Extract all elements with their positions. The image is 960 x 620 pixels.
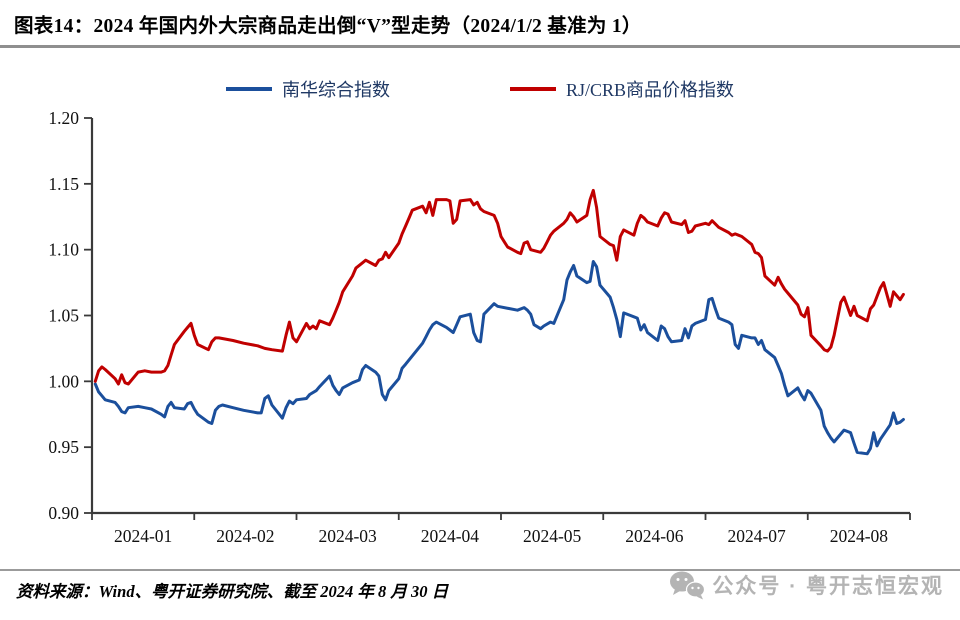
legend-label-rjcrb: RJ/CRB商品价格指数 (565, 80, 735, 100)
watermark-text: 公众号 · 粤开志恒宏观 (712, 575, 944, 598)
footer-divider (0, 569, 960, 571)
y-tick-label: 1.15 (48, 174, 79, 194)
x-tick-label: 2024-07 (727, 526, 786, 546)
chart-legend: 南华综合指数 RJ/CRB商品价格指数 (0, 76, 960, 102)
series-line-nanhua (93, 260, 905, 456)
source-note: 资料来源：Wind、粤开证券研究院、截至 2024 年 8 月 30 日 (16, 582, 449, 601)
x-tick-label: 2024-03 (318, 526, 377, 546)
x-tick-label: 2024-02 (216, 526, 274, 546)
y-tick-label: 1.00 (48, 371, 79, 391)
legend-item-rjcrb: RJ/CRB商品价格指数 (509, 76, 735, 102)
legend-label-nanhua: 南华综合指数 (281, 80, 390, 100)
wechat-icon (670, 571, 706, 600)
watermark: 公众号 · 粤开志恒宏观 (669, 570, 944, 600)
legend-swatch-rjcrb (509, 87, 556, 91)
x-tick-label: 2024-05 (523, 526, 582, 546)
title-divider (0, 45, 960, 48)
y-tick-label: 0.95 (48, 437, 79, 457)
x-tick-label: 2024-08 (830, 526, 889, 546)
x-tick-label: 2024-06 (625, 526, 684, 546)
y-tick-label: 1.10 (48, 240, 79, 260)
legend-swatch-nanhua (225, 87, 272, 91)
x-tick-label: 2024-04 (421, 526, 480, 546)
chart-header: 图表14：2024 年国内外大宗商品走出倒“V”型走势（2024/1/2 基准为… (0, 0, 960, 48)
series-line-rjcrb (93, 188, 905, 386)
legend-item-nanhua: 南华综合指数 (225, 76, 390, 102)
y-tick-label: 1.20 (48, 108, 79, 128)
y-tick-label: 1.05 (48, 306, 79, 326)
x-tick-label: 2024-01 (114, 526, 172, 546)
y-tick-label: 0.90 (48, 503, 79, 523)
chart-title: 图表14：2024 年国内外大宗商品走出倒“V”型走势（2024/1/2 基准为… (14, 16, 642, 37)
line-chart-plot-area: 1.20 1.15 1.10 1.05 1.00 0.95 0.90 2024-01 2024-… (48, 108, 911, 546)
